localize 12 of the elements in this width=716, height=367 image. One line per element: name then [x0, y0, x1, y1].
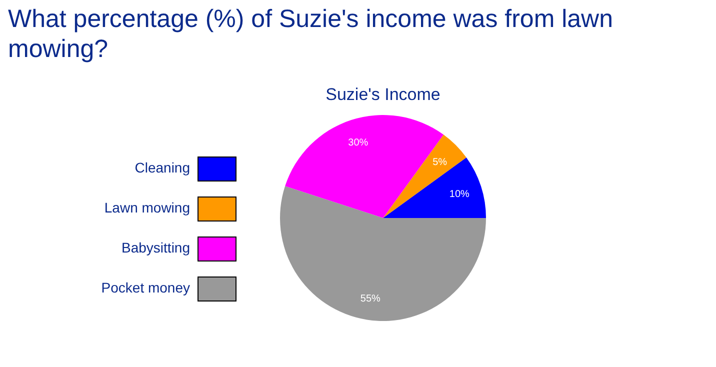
pie-slice [280, 186, 486, 321]
chart-title: What percentage (%) of Suzie's income was from lawn mowing? [8, 4, 614, 64]
data-label: 10% [449, 189, 470, 200]
data-label: 5% [432, 157, 448, 168]
data-label: 55% [360, 293, 381, 304]
legend-label: Babysitting [122, 240, 190, 256]
legend-label: Pocket money [101, 280, 190, 296]
pie-slice [383, 157, 486, 218]
legend-label: Lawn mowing [104, 200, 190, 216]
data-label: 30% [348, 138, 368, 149]
legend-label: Cleaning [134, 160, 190, 176]
chart-subtitle: Suzie's Income [326, 85, 440, 104]
